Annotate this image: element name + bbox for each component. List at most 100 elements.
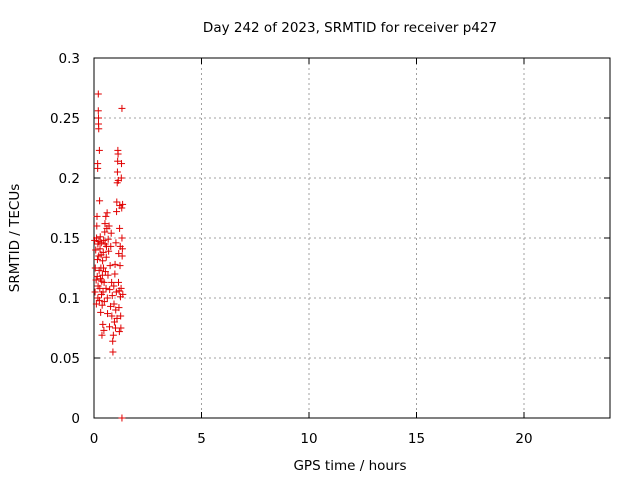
- data-point: [118, 245, 126, 253]
- data-point: [110, 282, 118, 290]
- data-point: [119, 200, 127, 208]
- data-point: [108, 292, 116, 300]
- data-point: [101, 228, 109, 236]
- data-point: [119, 290, 127, 298]
- plot-frame: [93, 57, 611, 419]
- y-tick-label: 0.3: [59, 51, 80, 67]
- data-point: [92, 246, 100, 254]
- data-point: [98, 301, 106, 309]
- data-point: [105, 323, 113, 331]
- data-point: [100, 298, 108, 306]
- data-point: [109, 331, 117, 339]
- data-point: [108, 312, 116, 320]
- data-point: [94, 164, 102, 172]
- data-point: [92, 300, 100, 308]
- data-point: [111, 260, 119, 268]
- data-point: [113, 314, 121, 322]
- data-point: [118, 252, 126, 260]
- data-point: [93, 212, 101, 220]
- data-point: [96, 233, 104, 241]
- data-point: [110, 300, 118, 308]
- data-point: [105, 222, 113, 230]
- data-point: [99, 264, 107, 272]
- y-axis-label: SRMTID / TECUs: [7, 184, 23, 292]
- data-point: [115, 304, 123, 312]
- data-point: [118, 414, 126, 422]
- data-point: [100, 236, 108, 244]
- data-point: [115, 328, 123, 336]
- data-points: [91, 90, 127, 422]
- data-point: [111, 270, 119, 278]
- data-point: [117, 324, 125, 332]
- data-point: [93, 234, 101, 242]
- data-point: [99, 320, 107, 328]
- x-tick-label: 5: [197, 431, 206, 447]
- data-point: [108, 278, 116, 286]
- y-tick-label: 0.05: [50, 351, 80, 367]
- y-tick-label: 0.2: [59, 171, 80, 187]
- data-point: [106, 286, 114, 294]
- data-point: [95, 114, 103, 122]
- data-point: [110, 318, 118, 326]
- data-point: [113, 208, 121, 216]
- data-point: [117, 174, 125, 182]
- data-point: [101, 220, 109, 228]
- data-point: [118, 234, 126, 242]
- data-point: [103, 209, 111, 217]
- data-point: [117, 284, 125, 292]
- data-point: [117, 312, 125, 320]
- data-point: [103, 294, 111, 302]
- data-point: [102, 284, 110, 292]
- data-point: [94, 107, 102, 115]
- data-point: [96, 197, 104, 205]
- data-point: [118, 104, 126, 112]
- y-tick-label: 0.1: [59, 291, 80, 307]
- y-tick-label: 0.15: [50, 231, 80, 247]
- data-point: [96, 284, 104, 292]
- grid-lines: [94, 58, 610, 418]
- data-point: [97, 308, 105, 316]
- data-point: [114, 150, 122, 158]
- data-point: [118, 204, 126, 212]
- axis-tick-labels: 0 5 10 15 20 0 0.05 0.1 0.15 0.2 0.25 0.3: [50, 51, 533, 447]
- data-point: [95, 125, 103, 133]
- data-point: [115, 278, 123, 286]
- data-point: [104, 271, 112, 279]
- data-point: [102, 253, 110, 261]
- data-point: [93, 222, 101, 230]
- data-point: [113, 168, 121, 176]
- x-tick-label: 0: [90, 431, 99, 447]
- data-point: [106, 262, 114, 270]
- data-point: [104, 235, 112, 243]
- y-tick-label: 0: [71, 411, 80, 427]
- data-point: [93, 256, 101, 264]
- data-point: [91, 288, 99, 296]
- data-point: [102, 212, 110, 220]
- data-point: [95, 146, 103, 154]
- data-point: [109, 348, 117, 356]
- data-point: [99, 248, 107, 256]
- axis-ticks: [93, 57, 610, 419]
- data-point: [98, 331, 106, 339]
- data-point: [99, 288, 107, 296]
- data-point: [99, 257, 107, 265]
- y-tick-label: 0.25: [50, 111, 80, 127]
- data-point: [109, 337, 117, 345]
- data-point: [107, 229, 115, 237]
- data-point: [113, 198, 121, 206]
- data-point: [92, 276, 100, 284]
- data-point: [95, 296, 103, 304]
- x-tick-label: 10: [300, 431, 317, 447]
- x-tick-label: 15: [408, 431, 425, 447]
- x-axis-label: GPS time / hours: [293, 458, 406, 474]
- data-point: [101, 268, 109, 276]
- data-point: [118, 160, 126, 168]
- data-point: [100, 326, 108, 334]
- x-tick-label: 20: [515, 431, 532, 447]
- data-point: [100, 278, 108, 286]
- data-point: [112, 239, 120, 247]
- data-point: [104, 310, 112, 318]
- chart-title: Day 242 of 2023, SRMTID for receiver p42…: [203, 20, 497, 36]
- data-point: [105, 247, 113, 255]
